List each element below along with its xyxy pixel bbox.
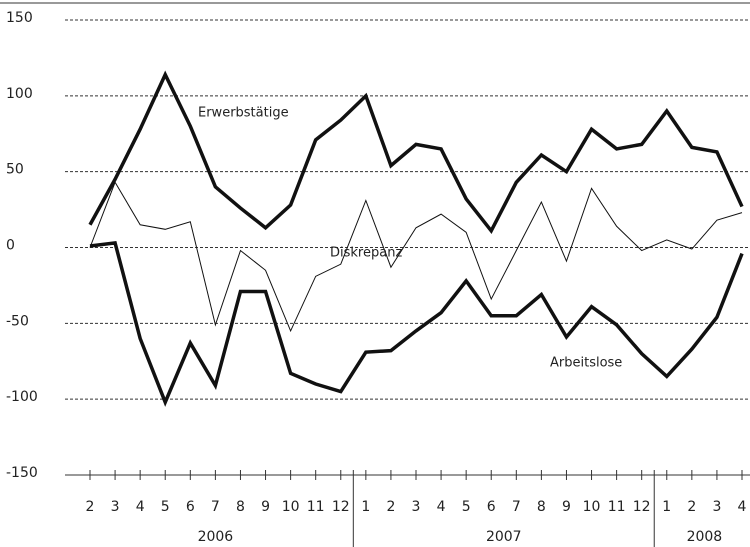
series-label: Erwerbstätige (198, 106, 289, 121)
x-tick-label: 8 (236, 499, 245, 515)
y-tick-label: 150 (6, 10, 33, 26)
year-label: 2008 (687, 529, 723, 545)
x-tick-label: 11 (307, 499, 325, 515)
x-tick-label: 10 (282, 499, 300, 515)
x-tick-label: 9 (261, 499, 270, 515)
x-tick-label: 9 (562, 499, 571, 515)
y-tick-label: -50 (6, 313, 29, 329)
x-tick-label: 8 (537, 499, 546, 515)
x-tick-label: 6 (487, 499, 496, 515)
x-tick-label: 1 (662, 499, 671, 515)
x-tick-label: 12 (332, 499, 350, 515)
x-tick-label: 7 (211, 499, 220, 515)
x-tick-label: 5 (462, 499, 471, 515)
x-tick-label: 3 (712, 499, 721, 515)
x-tick-label: 2 (386, 499, 395, 515)
x-tick-label: 11 (608, 499, 626, 515)
x-tick-label: 5 (161, 499, 170, 515)
series-line (88, 70, 744, 235)
x-tick-label: 6 (186, 499, 195, 515)
x-tick-label: 10 (583, 499, 601, 515)
series-line (89, 181, 743, 333)
x-tick-label: 2 (86, 499, 95, 515)
y-tick-label: 0 (6, 238, 15, 254)
x-tick-label: 7 (512, 499, 521, 515)
x-tick-label: 2 (687, 499, 696, 515)
x-tick-label: 4 (437, 499, 446, 515)
series-label: Arbeitslose (550, 356, 622, 371)
x-tick-label: 4 (136, 499, 145, 515)
y-tick-label: -100 (6, 389, 38, 405)
x-tick-label: 12 (633, 499, 651, 515)
y-tick-label: -150 (6, 465, 38, 481)
x-tick-label: 1 (361, 499, 370, 515)
y-tick-label: 100 (6, 86, 33, 102)
series-line (89, 241, 744, 407)
x-tick-label: 3 (111, 499, 120, 515)
year-label: 2006 (198, 529, 234, 545)
year-label: 2007 (486, 529, 522, 545)
series-label: Diskrepanz (330, 246, 402, 261)
x-tick-label: 4 (738, 499, 747, 515)
x-tick-label: 3 (412, 499, 421, 515)
y-tick-label: 50 (6, 162, 24, 178)
